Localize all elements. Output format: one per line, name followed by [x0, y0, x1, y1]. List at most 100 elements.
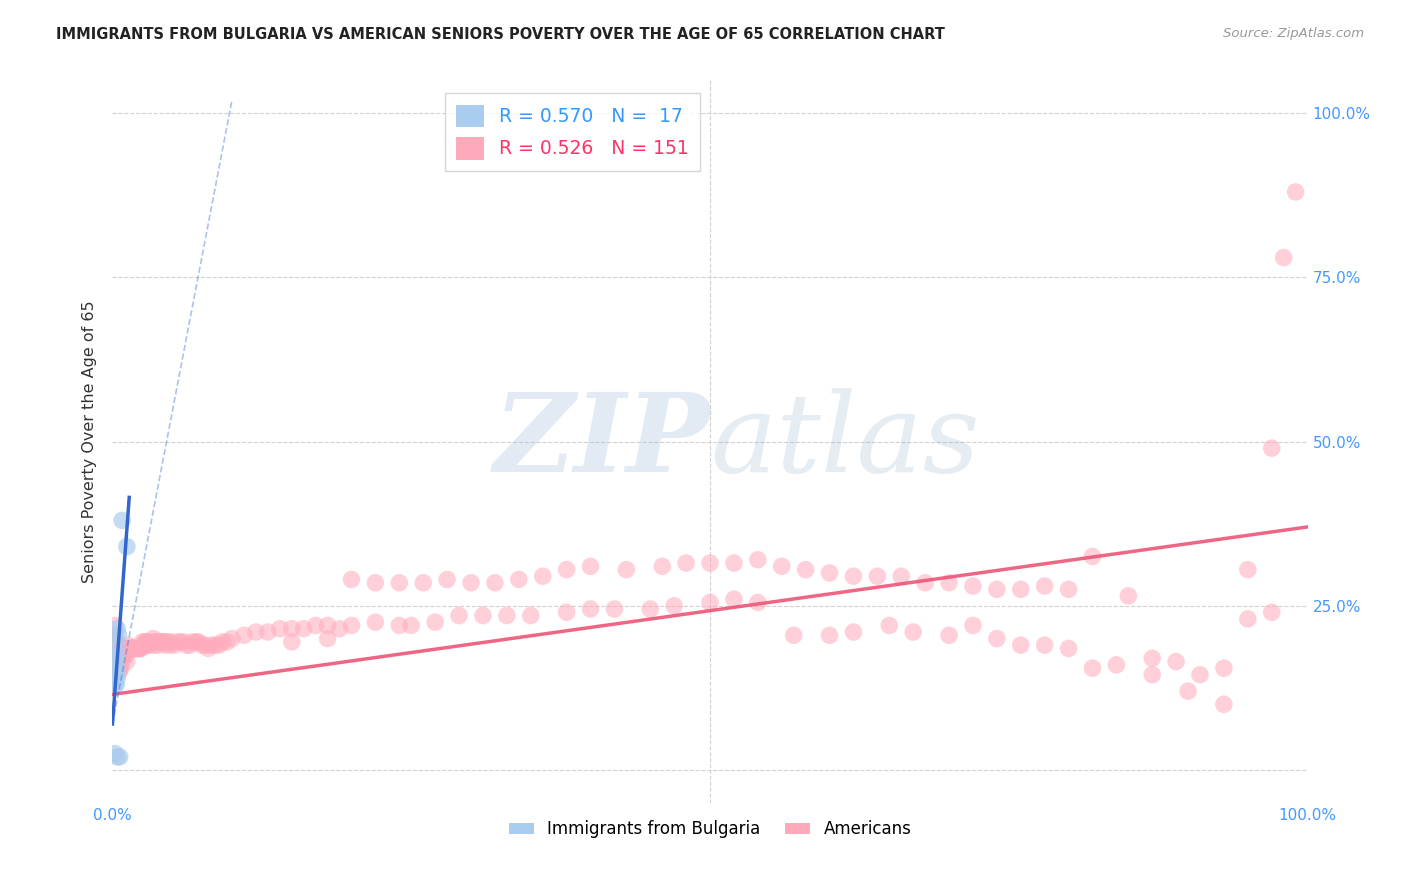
- Point: [579, 602, 602, 616]
- Point: [1272, 251, 1295, 265]
- Point: [1177, 684, 1199, 698]
- Point: [842, 625, 865, 640]
- Point: [105, 677, 128, 691]
- Point: [120, 641, 142, 656]
- Point: [134, 635, 156, 649]
- Point: [412, 575, 434, 590]
- Point: [531, 569, 554, 583]
- Point: [603, 602, 626, 616]
- Point: [120, 641, 142, 656]
- Point: [176, 638, 198, 652]
- Point: [496, 608, 519, 623]
- Point: [842, 569, 865, 583]
- Point: [105, 635, 128, 649]
- Point: [520, 608, 543, 623]
- Point: [105, 671, 128, 685]
- Point: [1261, 441, 1284, 455]
- Point: [914, 575, 936, 590]
- Point: [105, 661, 128, 675]
- Point: [110, 661, 132, 675]
- Point: [142, 632, 165, 646]
- Point: [156, 635, 179, 649]
- Point: [107, 657, 129, 672]
- Point: [121, 641, 143, 656]
- Point: [167, 635, 190, 649]
- Point: [124, 641, 146, 656]
- Point: [108, 749, 131, 764]
- Point: [1237, 563, 1260, 577]
- Point: [105, 648, 128, 662]
- Point: [1166, 655, 1188, 669]
- Point: [794, 563, 817, 577]
- Point: [770, 559, 793, 574]
- Point: [1142, 651, 1164, 665]
- Point: [1081, 661, 1104, 675]
- Point: [155, 635, 177, 649]
- Point: [152, 635, 174, 649]
- Point: [866, 569, 889, 583]
- Point: [903, 625, 925, 640]
- Point: [149, 635, 172, 649]
- Point: [108, 665, 131, 679]
- Point: [145, 635, 167, 649]
- Point: [136, 638, 159, 652]
- Point: [201, 638, 224, 652]
- Point: [128, 641, 150, 656]
- Point: [1057, 582, 1080, 597]
- Point: [329, 622, 352, 636]
- Point: [675, 556, 697, 570]
- Point: [125, 641, 148, 656]
- Point: [425, 615, 447, 630]
- Point: [104, 628, 127, 642]
- Point: [472, 608, 495, 623]
- Point: [962, 618, 984, 632]
- Point: [364, 615, 387, 630]
- Point: [401, 618, 423, 632]
- Point: [162, 635, 183, 649]
- Point: [1033, 579, 1056, 593]
- Point: [699, 556, 721, 570]
- Point: [148, 635, 170, 649]
- Point: [121, 641, 143, 656]
- Point: [281, 622, 304, 636]
- Point: [364, 575, 387, 590]
- Text: IMMIGRANTS FROM BULGARIA VS AMERICAN SENIORS POVERTY OVER THE AGE OF 65 CORRELAT: IMMIGRANTS FROM BULGARIA VS AMERICAN SEN…: [56, 27, 945, 42]
- Point: [138, 635, 160, 649]
- Point: [105, 648, 128, 662]
- Point: [179, 638, 201, 652]
- Text: ZIP: ZIP: [494, 388, 710, 495]
- Point: [257, 625, 280, 640]
- Point: [1105, 657, 1128, 672]
- Point: [316, 618, 339, 632]
- Point: [217, 635, 239, 649]
- Point: [131, 635, 153, 649]
- Point: [484, 575, 506, 590]
- Point: [173, 635, 195, 649]
- Point: [169, 635, 191, 649]
- Point: [186, 635, 208, 649]
- Point: [699, 595, 721, 609]
- Point: [118, 641, 141, 656]
- Point: [211, 635, 233, 649]
- Point: [555, 563, 578, 577]
- Point: [163, 638, 186, 652]
- Legend: Immigrants from Bulgaria, Americans: Immigrants from Bulgaria, Americans: [502, 814, 918, 845]
- Point: [150, 635, 173, 649]
- Point: [723, 592, 745, 607]
- Point: [460, 575, 482, 590]
- Point: [143, 638, 166, 652]
- Point: [555, 605, 578, 619]
- Point: [138, 638, 160, 652]
- Point: [1010, 638, 1032, 652]
- Point: [111, 655, 134, 669]
- Point: [115, 655, 138, 669]
- Point: [111, 513, 134, 527]
- Point: [132, 638, 155, 652]
- Point: [640, 602, 662, 616]
- Point: [747, 595, 769, 609]
- Point: [1142, 667, 1164, 681]
- Point: [129, 641, 152, 656]
- Point: [1285, 185, 1308, 199]
- Point: [938, 628, 960, 642]
- Point: [782, 628, 804, 642]
